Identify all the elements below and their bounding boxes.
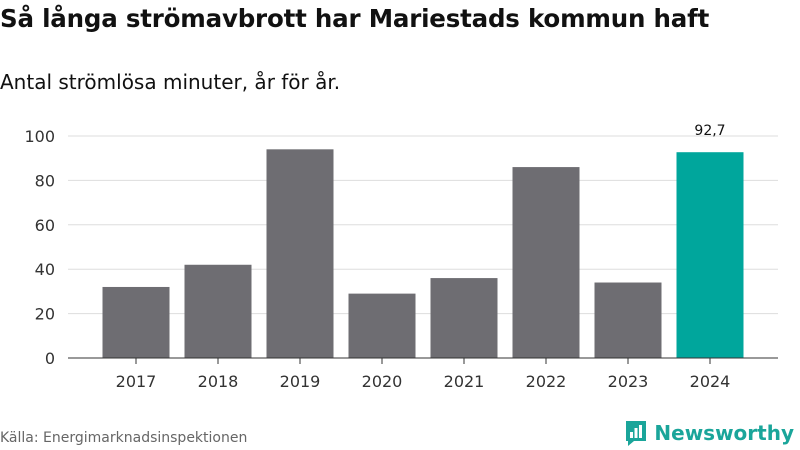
bar-chart-speech-bubble-icon (626, 421, 647, 446)
chart-title: Så långa strömavbrott har Mariestads kom… (0, 4, 710, 33)
bar (266, 149, 334, 358)
y-tick-label: 0 (45, 349, 55, 368)
y-tick-label: 40 (35, 260, 55, 279)
bar (594, 282, 662, 358)
x-tick-label: 2019 (280, 372, 321, 391)
brand-name: Newsworthy (654, 421, 794, 445)
source-note: Källa: Energimarknadsinspektionen (0, 430, 248, 446)
x-tick-label: 2020 (362, 372, 403, 391)
x-tick-label: 2024 (690, 372, 731, 391)
x-tick-label: 2017 (116, 372, 157, 391)
data-label: 92,7 (694, 123, 725, 139)
bar (348, 293, 416, 358)
x-tick-label: 2021 (444, 372, 485, 391)
x-tick-label: 2018 (198, 372, 239, 391)
bar-chart: 0 20 40 60 80 100 2017 2018 2019 2020 2021 2022 2023… (24, 123, 778, 391)
bar (676, 152, 744, 358)
x-tick-label: 2023 (608, 372, 649, 391)
brand-logo: Newsworthy (624, 419, 794, 447)
chart-subtitle: Antal strömlösa minuter, år för år. (0, 70, 341, 94)
y-tick-label: 20 (35, 305, 55, 324)
y-tick-label: 100 (24, 127, 55, 146)
y-tick-label: 80 (35, 171, 55, 190)
bar (184, 264, 252, 358)
y-tick-label: 60 (35, 216, 55, 235)
x-tick-label: 2022 (526, 372, 567, 391)
bar (102, 286, 170, 358)
bar (430, 278, 498, 358)
bar (512, 167, 580, 358)
